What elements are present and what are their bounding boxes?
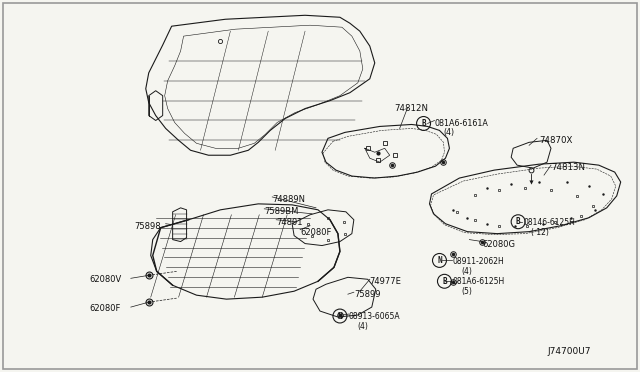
Text: 7589BM: 7589BM (264, 207, 299, 216)
Text: 08913-6065A: 08913-6065A (349, 312, 401, 321)
Text: N: N (338, 311, 342, 321)
Text: J74700U7: J74700U7 (547, 347, 591, 356)
Text: 74870X: 74870X (539, 137, 572, 145)
Text: ( 12): ( 12) (531, 228, 549, 237)
Text: 74812N: 74812N (395, 104, 429, 113)
Text: B: B (421, 119, 426, 128)
Text: B: B (516, 217, 520, 226)
Text: 74889N: 74889N (272, 195, 305, 204)
Text: 62080F: 62080F (300, 228, 332, 237)
Text: 081A6-6161A: 081A6-6161A (435, 119, 488, 128)
Text: 62080F: 62080F (89, 304, 120, 313)
Text: B: B (442, 277, 447, 286)
Text: 081A6-6125H: 081A6-6125H (452, 277, 505, 286)
Text: N: N (437, 256, 442, 265)
Text: 74801: 74801 (276, 218, 303, 227)
Text: 74977E: 74977E (370, 277, 402, 286)
Text: (4): (4) (444, 128, 454, 137)
Text: (4): (4) (358, 322, 369, 331)
Text: 62080G: 62080G (483, 240, 515, 248)
Text: 62080V: 62080V (89, 275, 121, 284)
Text: 75899: 75899 (354, 290, 380, 299)
Text: 74813N: 74813N (551, 163, 585, 172)
Text: 08146-6125H: 08146-6125H (523, 218, 575, 227)
Text: 75898: 75898 (134, 222, 161, 231)
Text: 08911-2062H: 08911-2062H (452, 257, 504, 266)
Text: (5): (5) (461, 287, 472, 296)
Text: (4): (4) (461, 267, 472, 276)
